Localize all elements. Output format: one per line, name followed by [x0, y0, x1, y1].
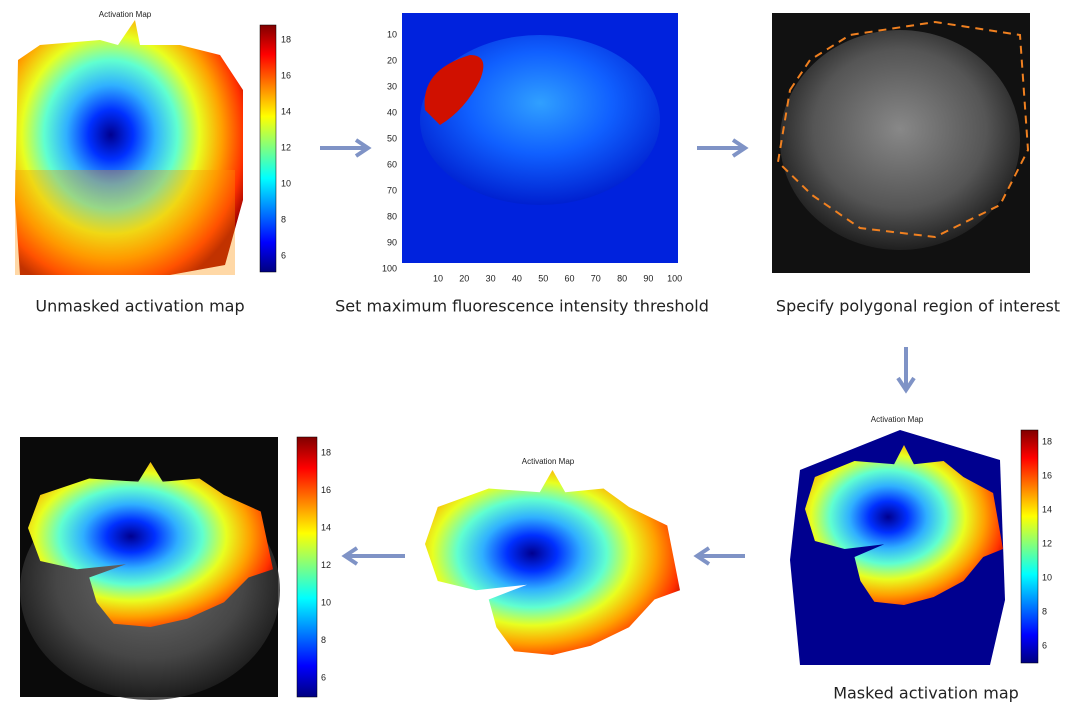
colorbar	[260, 25, 276, 272]
caption: Set maximum fluorescence intensity thres…	[335, 297, 709, 316]
colorbar-tick-label: 8	[281, 214, 286, 224]
colorbar-tick-label: 16	[1042, 470, 1052, 480]
caption: Masked activation map	[833, 684, 1019, 703]
arrow	[898, 347, 914, 390]
x-tick-label: 60	[564, 273, 574, 283]
y-tick-label: 40	[387, 107, 397, 117]
x-tick-label: 50	[538, 273, 548, 283]
colorbar-tick-label: 10	[1042, 572, 1052, 582]
colorbar	[1021, 430, 1038, 663]
caption: Unmasked activation map	[35, 297, 244, 316]
y-tick-label: 50	[387, 133, 397, 143]
colorbar-tick-label: 8	[1042, 606, 1047, 616]
colorbar-tick-label: 18	[1042, 436, 1052, 446]
panel-title: Activation Map	[99, 10, 152, 19]
colorbar-tick-label: 10	[281, 178, 291, 188]
panel-title: Activation Map	[522, 457, 575, 466]
y-tick-label: 60	[387, 159, 397, 169]
y-tick-label: 10	[387, 29, 397, 39]
colorbar-tick-label: 12	[281, 142, 291, 152]
tissue	[780, 30, 1020, 250]
colorbar-tick-label: 8	[321, 635, 326, 645]
caption: Specify polygonal region of interest	[776, 297, 1060, 316]
colorbar-tick-label: 18	[321, 447, 331, 457]
colorbar-tick-label: 14	[1042, 504, 1052, 514]
colorbar-tick-label: 10	[321, 597, 331, 607]
panel-title: Activation Map	[871, 415, 924, 424]
y-tick-label: 90	[387, 237, 397, 247]
activation-map	[425, 470, 680, 655]
colorbar-tick-label: 6	[1042, 640, 1047, 650]
y-tick-label: 80	[387, 211, 397, 221]
noisy-region	[15, 170, 235, 275]
x-tick-label: 100	[667, 273, 682, 283]
arrow	[697, 548, 745, 564]
y-tick-label: 100	[382, 263, 397, 273]
y-tick-label: 70	[387, 185, 397, 195]
colorbar	[297, 437, 317, 697]
colorbar-tick-label: 12	[1042, 538, 1052, 548]
x-tick-label: 40	[512, 273, 522, 283]
colorbar-tick-label: 16	[321, 485, 331, 495]
colorbar-tick-label: 12	[321, 560, 331, 570]
colorbar-tick-label: 18	[281, 34, 291, 44]
colorbar-tick-label: 16	[281, 70, 291, 80]
arrow	[697, 140, 745, 156]
colorbar-tick-label: 14	[281, 106, 291, 116]
x-tick-label: 30	[486, 273, 496, 283]
colorbar-tick-label: 6	[321, 672, 326, 682]
arrow	[320, 140, 368, 156]
x-tick-label: 20	[459, 273, 469, 283]
y-tick-label: 30	[387, 81, 397, 91]
colorbar-tick-label: 6	[281, 250, 286, 260]
arrow	[345, 548, 405, 564]
x-tick-label: 70	[591, 273, 601, 283]
x-tick-label: 10	[433, 273, 443, 283]
colorbar-tick-label: 14	[321, 522, 331, 532]
figure: Activation Map Unmasked activation map S…	[0, 0, 1081, 711]
x-tick-label: 80	[617, 273, 627, 283]
x-tick-label: 90	[643, 273, 653, 283]
y-tick-label: 20	[387, 55, 397, 65]
